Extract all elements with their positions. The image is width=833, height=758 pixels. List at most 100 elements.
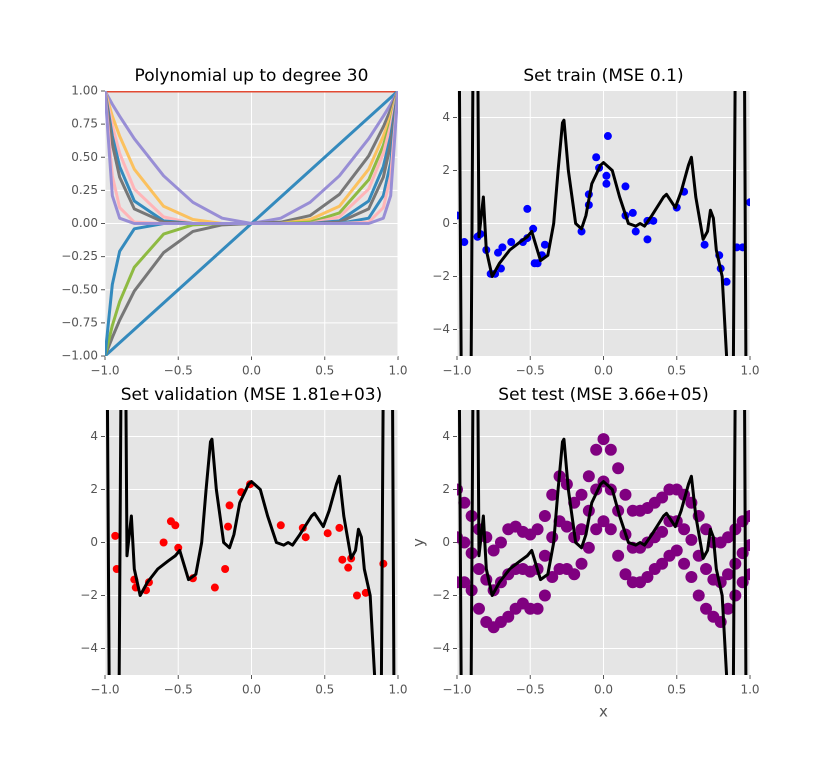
y-tick-label: 4 (90, 429, 98, 443)
x-tick-label: 0.5 (667, 364, 686, 378)
point (602, 171, 611, 180)
y-tick-label: 2 (442, 163, 450, 177)
point (540, 240, 549, 249)
point (621, 182, 630, 191)
point (597, 433, 610, 446)
y-tick-label: −2 (432, 588, 450, 602)
plot-area (105, 91, 398, 356)
y-tick-label: 4 (442, 110, 450, 124)
panel: −1.0 −0.5 0.0 0.5 1.0 −1.00 −0.75 −0.50 −0.25 0.0… (61, 66, 407, 378)
point (560, 520, 573, 533)
point (225, 501, 234, 510)
point (472, 602, 485, 615)
y-tick-label: 0.75 (71, 117, 98, 131)
point (538, 549, 551, 562)
panel: −1.0 −0.5 0.0 0.5 1.0 −4 −2 0 2 4 Set train (MSE 0… (432, 66, 759, 378)
x-tick-label: 0.0 (594, 364, 613, 378)
point (656, 525, 669, 538)
point (722, 277, 731, 286)
point (498, 243, 507, 252)
x-tick-label: −1.0 (442, 364, 471, 378)
y-tick-label: 0.25 (71, 183, 98, 197)
point (643, 235, 652, 244)
point (670, 544, 683, 557)
point (224, 522, 233, 531)
x-tick-label: −1.0 (90, 364, 119, 378)
line (457, 410, 748, 675)
y-tick-label: −0.50 (61, 282, 98, 296)
point (472, 563, 485, 575)
x-tick-label: 0.0 (242, 364, 261, 378)
plot-area (457, 91, 750, 356)
y-tick-label: −1.00 (61, 349, 98, 363)
point (631, 227, 640, 236)
y-tick-label: −2 (432, 269, 450, 283)
point (221, 565, 230, 573)
x-tick-label: 0.5 (315, 683, 334, 697)
point (746, 198, 750, 207)
y-tick-label: 0 (90, 535, 98, 549)
point (210, 583, 219, 592)
x-axis-label: x (599, 703, 608, 721)
point (301, 533, 310, 542)
point (602, 179, 611, 188)
point (619, 568, 632, 581)
point (722, 602, 735, 615)
point (700, 563, 713, 575)
point (575, 557, 588, 570)
point (678, 557, 691, 570)
point (656, 557, 669, 570)
x-tick-label: −0.5 (516, 364, 545, 378)
x-tick-label: 1.0 (740, 683, 759, 697)
y-tick-label: −0.75 (61, 315, 98, 329)
point (722, 568, 735, 581)
point (722, 531, 735, 544)
point (568, 568, 581, 581)
point (575, 523, 588, 536)
point (538, 589, 551, 602)
point (603, 132, 612, 141)
plot-area (105, 410, 396, 675)
line (105, 91, 398, 225)
chart-title: Polynomial up to degree 30 (135, 66, 369, 86)
y-tick-label: −4 (80, 641, 98, 655)
chart-title: Set validation (MSE 1.81e+03) (121, 385, 382, 405)
point (323, 529, 332, 538)
x-tick-label: 1.0 (388, 364, 407, 378)
point (597, 515, 610, 528)
point (494, 248, 503, 257)
point (628, 208, 637, 217)
x-tick-label: −0.5 (164, 364, 193, 378)
line (105, 410, 396, 675)
point (685, 570, 698, 583)
point (590, 443, 603, 456)
point (604, 443, 617, 456)
y-tick-label: −4 (432, 322, 450, 336)
point (592, 153, 601, 162)
chart-title: Set train (MSE 0.1) (523, 66, 683, 86)
point (546, 488, 559, 501)
line (457, 91, 748, 356)
point (171, 521, 180, 530)
y-tick-label: −0.25 (61, 249, 98, 263)
x-tick-label: −1.0 (90, 683, 119, 697)
y-tick-label: 2 (90, 482, 98, 496)
panel: −1.0 −0.5 0.0 0.5 1.0 −4 −2 0 2 4 Set validation (… (80, 385, 407, 697)
point (507, 238, 516, 247)
point (276, 521, 285, 530)
y-tick-label: 2 (442, 482, 450, 496)
chart-title: Set test (MSE 3.66e+05) (498, 385, 708, 405)
x-tick-label: 1.0 (388, 683, 407, 697)
point (523, 204, 532, 213)
x-tick-label: 0.5 (315, 364, 334, 378)
point (460, 238, 469, 247)
point (641, 570, 654, 583)
point (502, 610, 515, 623)
point (531, 602, 544, 615)
panel: −1.0 −0.5 0.0 0.5 1.0 −4 −2 0 2 4 Set test (MSE 3.… (410, 385, 760, 721)
x-tick-label: −0.5 (164, 683, 193, 697)
point (494, 536, 507, 549)
point (619, 488, 632, 501)
